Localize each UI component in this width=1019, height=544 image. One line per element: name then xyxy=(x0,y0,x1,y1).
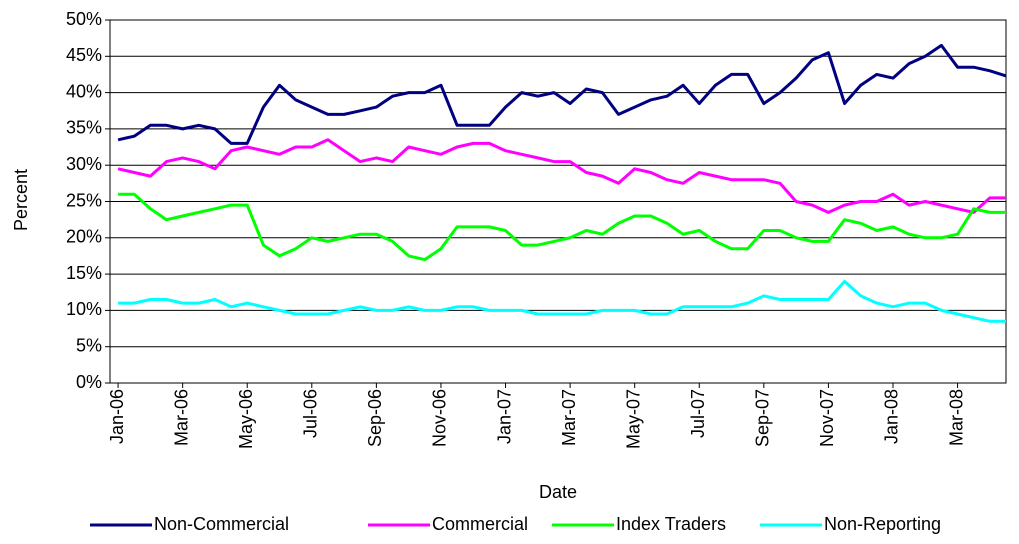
legend-label: Commercial xyxy=(432,514,528,534)
y-tick-label: 5% xyxy=(76,335,102,355)
y-tick-label: 20% xyxy=(66,227,102,247)
plot-border xyxy=(109,19,1007,384)
y-tick-label: 45% xyxy=(66,45,102,65)
legend-label: Index Traders xyxy=(616,514,726,534)
legend-label: Non-Commercial xyxy=(154,514,289,534)
x-tick-label: Jan-07 xyxy=(494,389,514,444)
x-tick-label: Jan-08 xyxy=(882,389,902,444)
series-line xyxy=(118,279,1006,323)
x-tick-label: Jul-07 xyxy=(688,389,708,438)
legend-label: Non-Reporting xyxy=(824,514,941,534)
x-tick-label: Nov-07 xyxy=(817,389,837,447)
series-line xyxy=(117,138,1006,214)
x-tick-label: Mar-08 xyxy=(946,389,966,446)
y-tick-label: 35% xyxy=(66,118,102,138)
y-tick-label: 10% xyxy=(66,299,102,319)
y-tick-label: 15% xyxy=(66,263,102,283)
y-axis-title: Percent xyxy=(11,169,31,231)
y-tick-label: 40% xyxy=(66,81,102,101)
x-tick-label: Sep-07 xyxy=(753,389,773,447)
x-tick-label: Mar-06 xyxy=(171,389,191,446)
x-axis-title: Date xyxy=(539,482,577,502)
y-tick-label: 30% xyxy=(66,154,102,174)
y-tick-label: 0% xyxy=(76,372,102,392)
y-tick-label: 50% xyxy=(66,9,102,29)
x-tick-label: May-07 xyxy=(623,389,643,449)
x-tick-label: Sep-06 xyxy=(365,389,385,447)
x-tick-label: Jul-06 xyxy=(301,389,321,438)
series-line xyxy=(118,192,1006,262)
x-tick-label: Mar-07 xyxy=(559,389,579,446)
series-line xyxy=(117,43,1007,145)
y-tick-label: 25% xyxy=(66,190,102,210)
x-tick-label: Nov-06 xyxy=(430,389,450,447)
x-tick-label: Jan-06 xyxy=(107,389,127,444)
x-tick-label: May-06 xyxy=(236,389,256,449)
